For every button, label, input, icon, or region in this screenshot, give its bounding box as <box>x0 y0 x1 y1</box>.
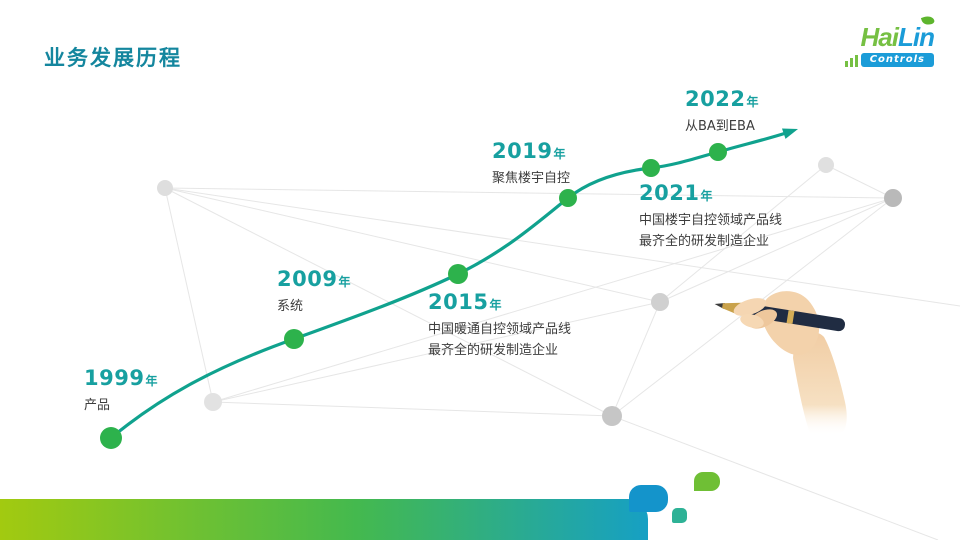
page-title: 业务发展历程 <box>44 46 182 70</box>
milestone-year: 2021 <box>639 181 700 205</box>
curve-arrowhead-icon <box>782 128 798 139</box>
milestone-2019: 2019年 聚焦楼宇自控 <box>492 139 570 189</box>
milestone-2009: 2009年 系统 <box>277 267 350 317</box>
milestone-dot-2019 <box>559 189 577 207</box>
fountain-pen <box>714 302 846 332</box>
footer-small-green-square <box>694 472 720 491</box>
thumb <box>740 314 764 328</box>
logo-tagline-row: Controls <box>844 53 934 67</box>
milestone-1999: 1999年 产品 <box>84 366 157 416</box>
milestone-dot-1999 <box>100 427 122 449</box>
footer-gradient-band <box>0 499 648 540</box>
wordmark-blue-part: Lin <box>898 22 935 52</box>
milestone-year: 2019 <box>492 139 553 163</box>
milestone-description: 产品 <box>84 398 111 413</box>
forearm <box>793 332 847 436</box>
growth-curve <box>109 131 788 440</box>
milestone-dots <box>100 143 727 449</box>
wordmark-green-part: Hai <box>860 22 899 52</box>
milestone-description: 从BA到EBA <box>685 119 755 134</box>
milestone-year-suffix: 年 <box>700 189 713 203</box>
milestone-2015: 2015年 中国暖通自控领域产品线 最齐全的研发制造企业 <box>428 290 571 361</box>
milestone-2021: 2021年 中国楼宇自控领域产品线 最齐全的研发制造企业 <box>639 181 782 252</box>
milestone-description: 中国楼宇自控领域产品线 <box>639 213 783 228</box>
milestone-dot-2015 <box>448 264 468 284</box>
milestone-year-suffix: 年 <box>489 298 502 312</box>
hailin-logo: HaiLin Controls <box>844 14 936 67</box>
milestone-year: 2009 <box>277 267 338 291</box>
middle-finger <box>748 309 778 329</box>
index-finger <box>733 298 767 316</box>
footer-band-step-shape <box>629 485 668 512</box>
logo-tagline: Controls <box>860 53 934 67</box>
milestone-year-suffix: 年 <box>746 95 759 109</box>
milestone-description: 聚焦楼宇自控 <box>492 171 571 186</box>
milestone-dot-2022 <box>709 143 727 161</box>
milestone-dot-2021 <box>642 159 660 177</box>
footer-small-teal-square <box>672 508 687 523</box>
milestone-year: 2015 <box>428 290 489 314</box>
equalizer-bars-icon <box>844 55 858 67</box>
palm <box>761 291 820 355</box>
milestone-description: 系统 <box>277 299 304 314</box>
milestone-year-suffix: 年 <box>145 374 158 388</box>
milestone-year-suffix: 年 <box>338 275 351 289</box>
hailin-wordmark: HaiLin <box>845 14 936 52</box>
milestone-description: 中国暖通自控领域产品线 <box>428 322 572 337</box>
milestone-description: 最齐全的研发制造企业 <box>428 343 559 358</box>
milestone-2022: 2022年 从BA到EBA <box>685 87 758 137</box>
milestone-year-suffix: 年 <box>553 147 566 161</box>
milestone-dot-2009 <box>284 329 304 349</box>
hand-pen-illustration <box>714 291 847 436</box>
milestone-year: 2022 <box>685 87 746 111</box>
milestone-year: 1999 <box>84 366 145 390</box>
milestone-description: 最齐全的研发制造企业 <box>639 234 770 249</box>
